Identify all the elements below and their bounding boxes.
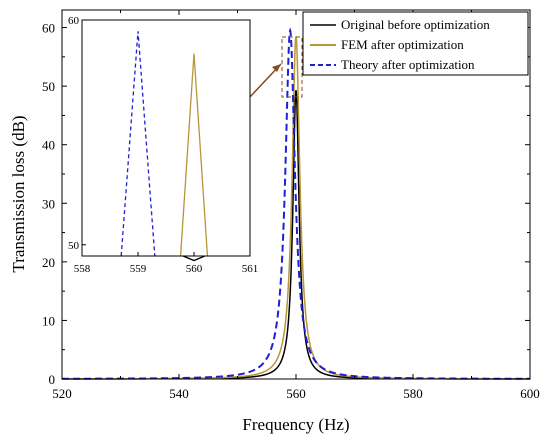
inset-y-tick-label: 50	[68, 240, 80, 252]
x-axis-title: Frequency (Hz)	[242, 415, 349, 434]
legend: Original before optimization FEM after o…	[302, 11, 529, 76]
y-tick-label: 30	[42, 196, 55, 211]
x-tick-label: 560	[286, 386, 306, 401]
x-tick-label: 540	[169, 386, 189, 401]
y-axis: 0 10 20 30 40 50 60	[42, 21, 530, 387]
inset-y-tick-label: 60	[68, 15, 80, 27]
inset-y-axis: 50 60	[68, 15, 86, 252]
inset-x-tick-label: 560	[186, 263, 203, 275]
inset-series-line-0	[182, 255, 206, 262]
y-tick-label: 50	[42, 79, 55, 94]
inset-x-axis: 558 559 560 561	[74, 252, 259, 275]
y-tick-label: 20	[42, 255, 55, 270]
inset-frame	[81, 19, 251, 257]
inset-background	[82, 20, 250, 256]
inset-x-tick-label: 559	[130, 263, 147, 275]
legend-box	[302, 11, 529, 76]
legend-label-original: Original before optimization	[341, 17, 490, 32]
x-tick-label: 600	[520, 386, 540, 401]
y-axis-title: Transmission loss (dB)	[9, 115, 28, 272]
legend-label-fem: FEM after optimization	[341, 37, 464, 52]
x-tick-label: 580	[403, 386, 423, 401]
inset-plot-area	[120, 31, 209, 262]
x-tick-label: 520	[52, 386, 72, 401]
inset-series-line-2	[120, 31, 156, 257]
legend-label-theory: Theory after optimization	[341, 57, 475, 72]
inset-series-line-1	[179, 53, 209, 257]
inset-x-tick-label: 558	[74, 263, 91, 275]
y-tick-label: 10	[42, 313, 55, 328]
y-tick-label: 60	[42, 21, 55, 36]
y-tick-label: 40	[42, 138, 55, 153]
zoom-arrow-head	[272, 64, 281, 72]
inset-x-tick-label: 561	[242, 263, 259, 275]
zoom-highlight-box	[281, 36, 303, 98]
x-axis: 520 540 560 580 600	[52, 10, 540, 401]
y-tick-label: 0	[49, 372, 56, 387]
